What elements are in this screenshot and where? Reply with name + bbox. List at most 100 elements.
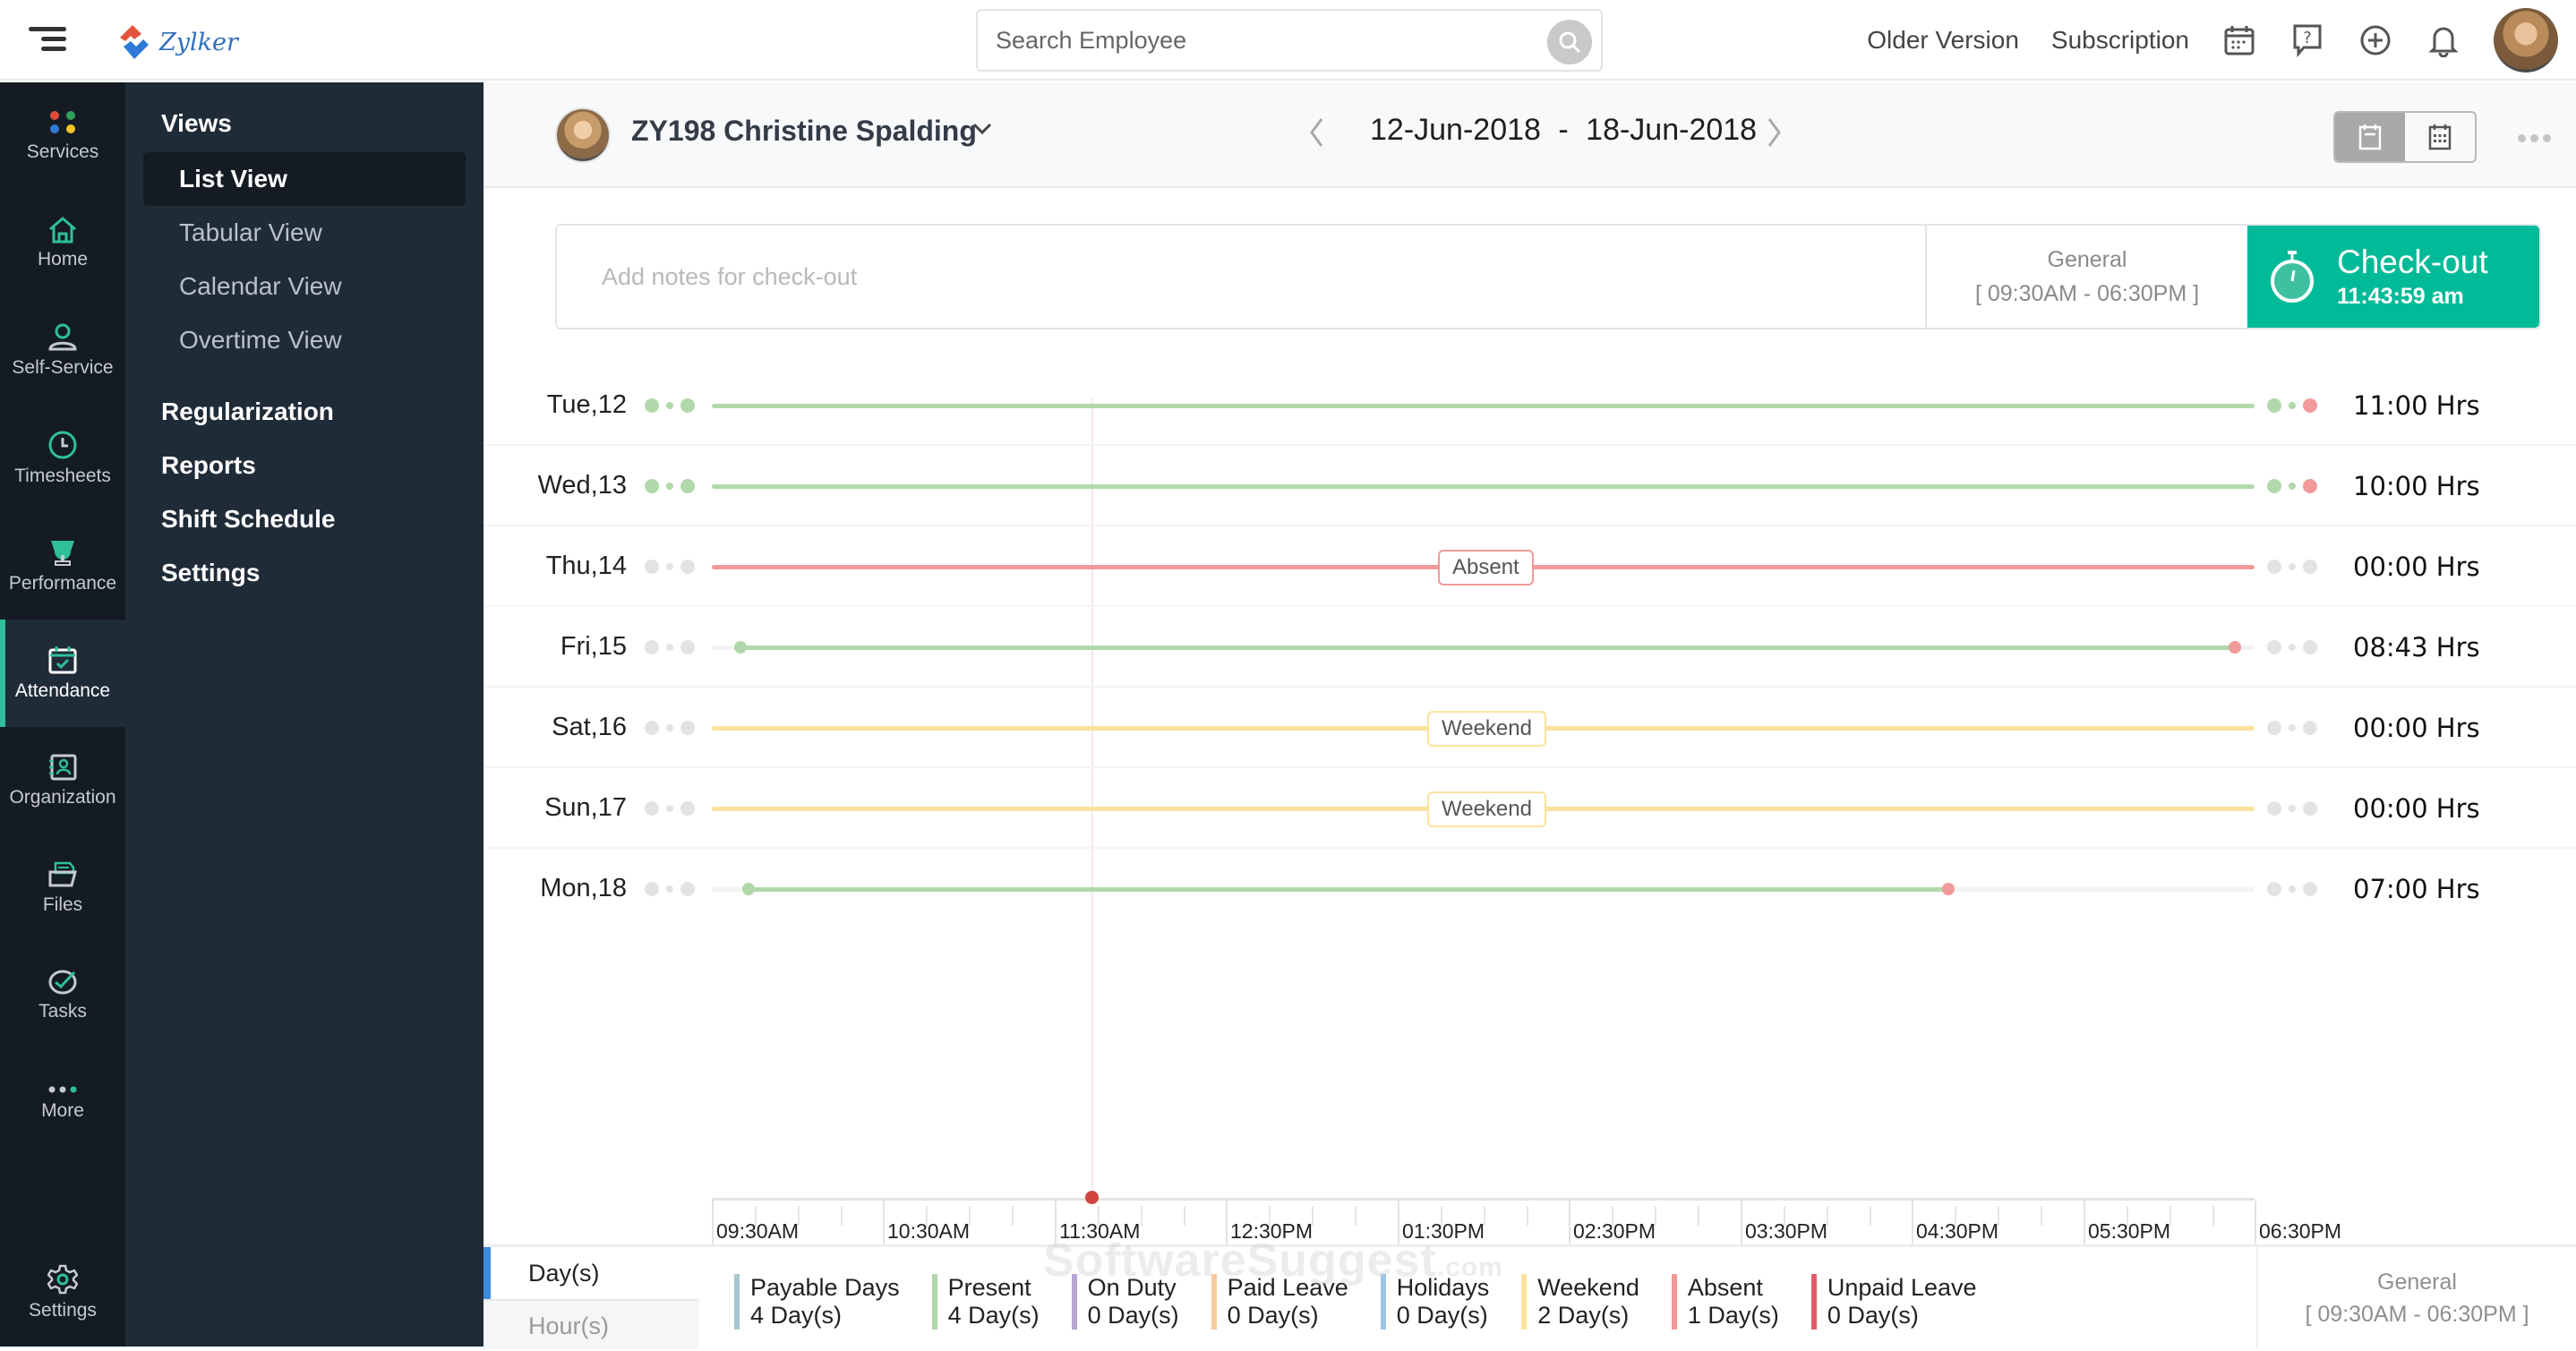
weekend-badge: Weekend bbox=[1427, 711, 1546, 747]
legend-holidays: Holidays 0 Day(s) bbox=[1380, 1274, 1489, 1330]
footer-shift-info: General [ 09:30AM - 06:30PM ] bbox=[2256, 1247, 2576, 1349]
submenu-list-view[interactable]: List View bbox=[143, 152, 466, 206]
calendar-icon[interactable] bbox=[2221, 22, 2257, 58]
checkout-notes-input[interactable] bbox=[557, 226, 1925, 328]
axis-label: 05:30PM bbox=[2088, 1219, 2171, 1243]
contacts-book-icon bbox=[49, 754, 77, 781]
timeline-row[interactable]: Tue,12 11:00 Hrs bbox=[484, 365, 2576, 446]
add-icon[interactable] bbox=[2358, 22, 2393, 58]
zylker-logo-icon bbox=[120, 25, 149, 59]
list-mode-button[interactable] bbox=[2335, 113, 2405, 161]
user-avatar[interactable] bbox=[2494, 8, 2558, 73]
checkin-dots bbox=[645, 560, 695, 574]
rail-label: Self-Service bbox=[12, 357, 114, 378]
axis-label: 06:30PM bbox=[2259, 1219, 2342, 1243]
checkout-dots bbox=[2267, 398, 2317, 413]
subscription-link[interactable]: Subscription bbox=[2050, 26, 2189, 54]
time-axis: 09:30AM 10:30AM 11:30AM 12:30PM 01:30PM … bbox=[712, 1198, 2341, 1247]
tab-days[interactable]: Day(s) bbox=[484, 1247, 698, 1299]
legend-on-duty: On Duty 0 Day(s) bbox=[1071, 1274, 1179, 1330]
rail-item-timesheets[interactable]: Timesheets bbox=[0, 405, 125, 512]
checkin-dots bbox=[645, 398, 695, 413]
help-icon[interactable]: ? bbox=[2289, 22, 2325, 58]
checkout-marker[interactable] bbox=[2229, 641, 2241, 654]
search-employee bbox=[976, 9, 1603, 72]
chevron-down-icon[interactable] bbox=[971, 122, 993, 136]
rail-item-services[interactable]: Services bbox=[0, 82, 125, 190]
timeline-row[interactable]: Sun,17 Weekend 00:00 Hrs bbox=[484, 768, 2576, 849]
timeline-row[interactable]: Wed,13 10:00 Hrs bbox=[484, 446, 2576, 526]
rail-item-self-service[interactable]: Self-Service bbox=[0, 297, 125, 405]
bell-icon[interactable] bbox=[2426, 22, 2461, 58]
employee-selector[interactable]: ZY198 Christine Spalding bbox=[631, 115, 977, 147]
row-hours: 11:00 Hrs bbox=[2353, 390, 2480, 421]
older-version-link[interactable]: Older Version bbox=[1867, 26, 2019, 54]
rail-item-performance[interactable]: Performance bbox=[0, 512, 125, 620]
checkin-dots bbox=[645, 882, 695, 896]
axis-label: 01:30PM bbox=[1402, 1219, 1485, 1243]
tab-hours[interactable]: Hour(s) bbox=[484, 1299, 698, 1349]
checkin-marker[interactable] bbox=[742, 883, 755, 895]
checkout-button[interactable]: Check-out 11:43:59 am bbox=[2247, 226, 2539, 328]
hamburger-menu-icon[interactable] bbox=[29, 27, 66, 54]
rail-label: Organization bbox=[9, 787, 116, 808]
checkout-marker[interactable] bbox=[1942, 883, 1955, 895]
rail-item-organization[interactable]: Organization bbox=[0, 727, 125, 834]
shift-info: General [ 09:30AM - 06:30PM ] bbox=[1925, 226, 2247, 328]
rail-item-home[interactable]: Home bbox=[0, 190, 125, 297]
timeline-row[interactable]: Thu,14 Absent 00:00 Hrs bbox=[484, 526, 2576, 607]
date-separator: - bbox=[1558, 113, 1569, 147]
current-time-line bbox=[1091, 398, 1093, 1200]
legend-weekend: Weekend 2 Day(s) bbox=[1521, 1274, 1639, 1330]
calendar-mode-button[interactable] bbox=[2405, 113, 2475, 161]
present-bar bbox=[740, 646, 2234, 650]
row-day: Tue,12 bbox=[546, 390, 627, 419]
zylker-logo[interactable]: Zylker bbox=[115, 21, 238, 63]
chevron-left-icon[interactable] bbox=[1307, 116, 1325, 149]
rail-item-more[interactable]: More bbox=[0, 1049, 125, 1157]
submenu-tabular-view[interactable]: Tabular View bbox=[179, 218, 322, 246]
rail-label: Home bbox=[37, 249, 89, 269]
folder-icon bbox=[48, 861, 77, 887]
attendance-submenu: Views List View Tabular View Calendar Vi… bbox=[125, 82, 484, 1347]
axis-label: 09:30AM bbox=[716, 1219, 800, 1243]
chevron-right-icon[interactable] bbox=[1766, 116, 1784, 149]
more-options-icon[interactable] bbox=[2518, 134, 2551, 142]
calendar-check-icon bbox=[48, 646, 77, 674]
row-hours: 08:43 Hrs bbox=[2353, 632, 2480, 663]
top-bar: Zylker Older Version Subscription ? bbox=[0, 0, 2576, 81]
checkout-dots bbox=[2267, 882, 2317, 896]
legend-unpaid-leave: Unpaid Leave 0 Day(s) bbox=[1810, 1274, 1977, 1330]
rail-item-tasks[interactable]: Tasks bbox=[0, 942, 125, 1049]
axis-label: 04:30PM bbox=[1916, 1219, 1999, 1243]
legend-paid-leave: Paid Leave 0 Day(s) bbox=[1211, 1274, 1348, 1330]
checkin-dots bbox=[645, 721, 695, 735]
rail-item-attendance[interactable]: Attendance bbox=[0, 620, 125, 727]
rail-label: More bbox=[41, 1100, 84, 1121]
submenu-reports[interactable]: Reports bbox=[161, 451, 256, 479]
rail-item-settings[interactable]: Settings bbox=[0, 1239, 125, 1347]
axis-label: 10:30AM bbox=[887, 1219, 971, 1243]
search-button[interactable] bbox=[1547, 20, 1592, 64]
submenu-regularization[interactable]: Regularization bbox=[161, 398, 334, 425]
gear-icon bbox=[47, 1264, 78, 1295]
checkin-marker[interactable] bbox=[734, 641, 747, 654]
app-rail: Services Home Self-Service Timesheets Pe… bbox=[0, 82, 125, 1347]
timeline-row[interactable]: Fri,15 08:43 Hrs bbox=[484, 607, 2576, 688]
submenu-shift-schedule[interactable]: Shift Schedule bbox=[161, 505, 336, 533]
submenu-calendar-view[interactable]: Calendar View bbox=[179, 272, 342, 300]
trophy-icon bbox=[51, 541, 74, 566]
rail-item-files[interactable]: Files bbox=[0, 834, 125, 942]
submenu-overtime-view[interactable]: Overtime View bbox=[179, 326, 342, 354]
clock-icon bbox=[48, 431, 77, 459]
rail-label: Timesheets bbox=[14, 466, 111, 486]
clipboard-icon bbox=[2358, 124, 2382, 150]
checkout-dots bbox=[2267, 801, 2317, 816]
row-day: Mon,18 bbox=[540, 874, 627, 902]
search-input[interactable] bbox=[978, 11, 1515, 70]
submenu-settings[interactable]: Settings bbox=[161, 559, 261, 586]
row-day: Thu,14 bbox=[545, 552, 627, 580]
timeline-row[interactable]: Sat,16 Weekend 00:00 Hrs bbox=[484, 688, 2576, 768]
shift-name: General bbox=[2047, 247, 2127, 272]
timeline-row[interactable]: Mon,18 07:00 Hrs bbox=[484, 849, 2576, 929]
